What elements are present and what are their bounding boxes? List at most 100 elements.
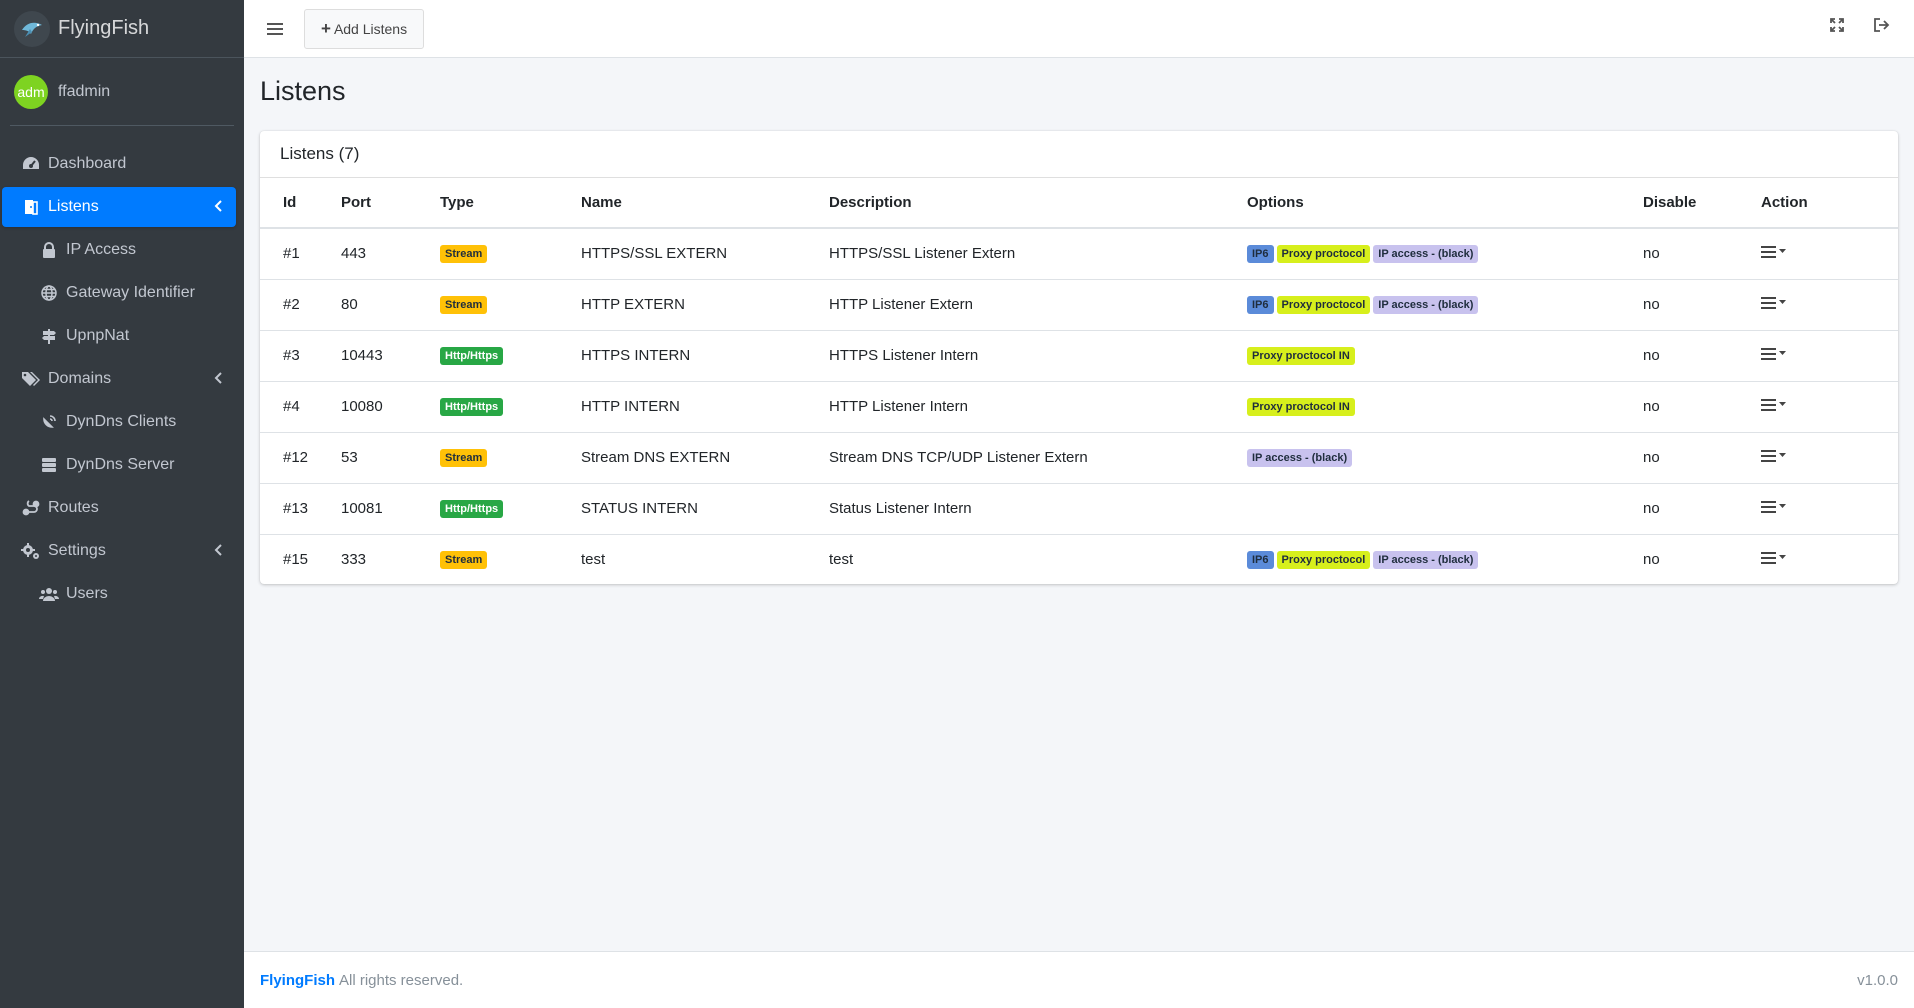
sidebar-item-domains[interactable]: Domains bbox=[2, 359, 236, 399]
cell-action bbox=[1761, 330, 1898, 382]
server-icon bbox=[38, 454, 60, 476]
column-header-port[interactable]: Port bbox=[341, 178, 440, 229]
column-header-id[interactable]: Id bbox=[260, 178, 341, 229]
user-name: ffadmin bbox=[58, 82, 111, 100]
sidebar-item-dashboard[interactable]: Dashboard bbox=[2, 144, 236, 184]
sidebar-item-label: Settings bbox=[48, 542, 106, 559]
cell-description: test bbox=[829, 551, 854, 569]
row-action-menu-button[interactable] bbox=[1761, 347, 1786, 360]
row-action-menu-button[interactable] bbox=[1761, 245, 1786, 259]
cell-name: HTTPS/SSL EXTERN bbox=[581, 228, 829, 280]
cell-description: HTTPS Listener Intern bbox=[829, 330, 1247, 382]
page-title: Listens bbox=[260, 76, 346, 106]
sidebar-item-label: Dashboard bbox=[48, 155, 127, 172]
cell-disable: no bbox=[1643, 279, 1761, 331]
caret-down-icon bbox=[1779, 504, 1786, 508]
table-row[interactable]: #3 10443 Http/Https HTTPS INTERN HTTPS Liste… bbox=[260, 330, 1898, 382]
cell-port: 443 bbox=[341, 228, 440, 280]
cell-port: 333 bbox=[341, 551, 367, 569]
sidebar-item-label: Users bbox=[66, 585, 108, 602]
cell-name: STATUS INTERN bbox=[581, 483, 829, 535]
cell-port: 53 bbox=[341, 432, 440, 484]
cell-type: Http/Https bbox=[440, 330, 581, 382]
gears-icon bbox=[20, 540, 42, 562]
listens-card: Listens (7) Id Port Type Name Descriptio… bbox=[260, 131, 1898, 584]
column-header-options[interactable]: Options bbox=[1247, 178, 1643, 229]
table-row[interactable]: #15 333 Stream test test IP6 Proxy proctocol IP… bbox=[260, 534, 1898, 585]
card-title: Listens (7) bbox=[260, 131, 1898, 178]
table-row[interactable]: #4 10080 Http/Https HTTP INTERN HTTP Listene… bbox=[260, 381, 1898, 433]
sidebar-item-gateway-identifier[interactable]: Gateway Identifier bbox=[2, 273, 236, 313]
bars-icon bbox=[1761, 297, 1776, 309]
cell-options: IP6 Proxy proctocol IP access - (black) bbox=[1247, 534, 1643, 585]
type-badge: Stream bbox=[440, 551, 488, 570]
chevron-left-icon bbox=[214, 371, 222, 389]
row-action-menu-button[interactable] bbox=[1761, 398, 1786, 411]
sidebar-nav: Dashboard Listens IP Access Gateway Identif… bbox=[0, 126, 244, 614]
caret-down-icon bbox=[1779, 351, 1786, 355]
plus-icon: + bbox=[321, 18, 331, 38]
cell-id: #13 bbox=[260, 483, 341, 535]
sidebar-item-settings[interactable]: Settings bbox=[2, 531, 236, 571]
cell-port: 10080 bbox=[341, 381, 440, 433]
cell-options bbox=[1247, 483, 1643, 535]
option-badge: Proxy proctocol bbox=[1276, 245, 1371, 264]
column-header-name[interactable]: Name bbox=[581, 178, 829, 229]
cell-id: #3 bbox=[260, 330, 341, 382]
sidebar-item-upnpnat[interactable]: UpnpNat bbox=[2, 316, 236, 356]
bars-icon bbox=[1761, 246, 1776, 259]
cell-options: IP6 Proxy proctocol IP access - (black) bbox=[1247, 279, 1643, 331]
cell-action bbox=[1761, 279, 1898, 331]
door-icon bbox=[20, 196, 42, 218]
cell-action bbox=[1761, 381, 1898, 433]
cell-name: HTTPS INTERN bbox=[581, 330, 829, 382]
column-header-disable[interactable]: Disable bbox=[1643, 178, 1761, 229]
tags-icon bbox=[20, 368, 42, 390]
sidebar-item-dyndns-server[interactable]: DynDns Server bbox=[2, 445, 236, 485]
table-row[interactable]: #2 80 Stream HTTP EXTERN HTTP Listener Exter… bbox=[260, 279, 1898, 331]
footer-text: All rights reserved. bbox=[339, 971, 464, 989]
brand-name: FlyingFish bbox=[58, 17, 150, 39]
sidebar-item-dyndns-clients[interactable]: DynDns Clients bbox=[2, 402, 236, 442]
cell-type: Stream bbox=[440, 228, 581, 280]
fullscreen-icon[interactable] bbox=[1829, 17, 1845, 38]
add-listens-button[interactable]: + Add Listens bbox=[304, 8, 425, 49]
cell-disable: no bbox=[1643, 381, 1761, 433]
row-action-menu-button[interactable] bbox=[1761, 551, 1786, 565]
column-header-description[interactable]: Description bbox=[829, 178, 1247, 229]
table-row[interactable]: #1 443 Stream HTTPS/SSL EXTERN HTTPS/SSL Lis… bbox=[260, 228, 1898, 280]
row-action-menu-button[interactable] bbox=[1761, 500, 1786, 513]
option-badge: Proxy proctocol IN bbox=[1247, 398, 1355, 416]
cell-name: HTTP INTERN bbox=[581, 381, 829, 433]
avatar: adm bbox=[14, 74, 48, 109]
user-panel[interactable]: adm ffadmin bbox=[10, 58, 234, 126]
add-listens-label: Add Listens bbox=[333, 20, 408, 37]
cell-options: IP6 Proxy proctocol IP access - (black) bbox=[1247, 228, 1643, 280]
satellite-dish-icon bbox=[38, 411, 60, 433]
cell-name: HTTP EXTERN bbox=[581, 279, 829, 331]
hamburger-menu-icon[interactable] bbox=[260, 14, 290, 44]
footer-brand-link[interactable]: FlyingFish bbox=[260, 971, 335, 989]
table-row[interactable]: #12 53 Stream Stream DNS EXTERN Stream DNS T… bbox=[260, 432, 1898, 484]
sidebar-item-ip-access[interactable]: IP Access bbox=[2, 230, 236, 270]
row-action-menu-button[interactable] bbox=[1761, 296, 1786, 309]
logout-icon[interactable] bbox=[1873, 17, 1890, 38]
cell-port: 10443 bbox=[341, 330, 440, 382]
column-header-action: Action bbox=[1761, 178, 1898, 229]
cell-options: Proxy proctocol IN bbox=[1247, 330, 1643, 382]
column-header-type[interactable]: Type bbox=[440, 178, 581, 229]
listens-table: Id Port Type Name Description Options Di… bbox=[260, 178, 1898, 585]
row-action-menu-button[interactable] bbox=[1761, 449, 1786, 462]
globe-icon bbox=[38, 282, 60, 304]
cell-action bbox=[1761, 534, 1898, 585]
cell-description: HTTP Listener Extern bbox=[829, 279, 1247, 331]
table-row[interactable]: #13 10081 Http/Https STATUS INTERN Status Li… bbox=[260, 483, 1898, 535]
bars-icon bbox=[1761, 501, 1776, 513]
dashboard-icon bbox=[20, 153, 42, 175]
sidebar-item-listens[interactable]: Listens bbox=[2, 187, 236, 227]
sidebar-item-users[interactable]: Users bbox=[2, 574, 236, 614]
cell-port: 80 bbox=[341, 279, 440, 331]
option-badge: Proxy proctocol bbox=[1276, 551, 1371, 570]
sidebar-item-routes[interactable]: Routes bbox=[2, 488, 236, 528]
brand-link[interactable]: FlyingFish bbox=[0, 0, 244, 58]
